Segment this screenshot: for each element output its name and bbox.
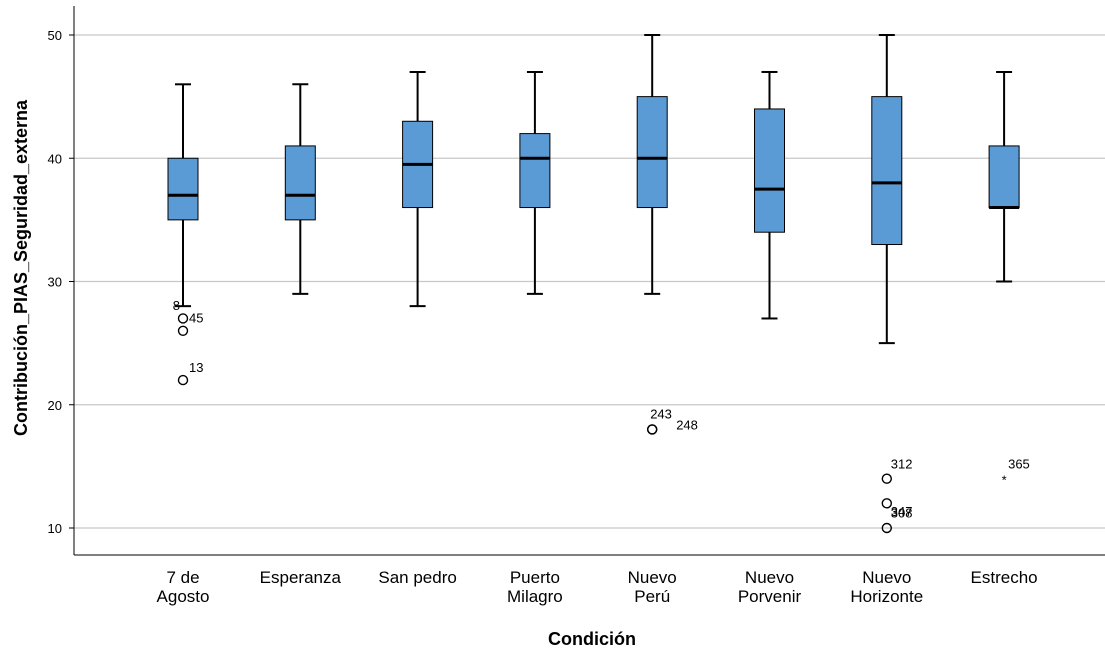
x-category-label: Nuevo	[628, 568, 677, 587]
outlier-point	[177, 325, 189, 336]
outlier-label: 365	[1008, 457, 1030, 472]
grid-lines	[74, 34, 1105, 529]
outlier-point	[881, 473, 892, 484]
box-group: 8 45 13	[167, 83, 203, 386]
x-category-label: Horizonte	[850, 587, 923, 606]
y-tick-label: 20	[48, 398, 62, 413]
box-iqr	[988, 145, 1020, 209]
outlier-point	[647, 424, 658, 435]
axes: 10 20 30 40 50	[48, 6, 1105, 556]
outlier-label: 248	[676, 417, 698, 432]
x-category-label: Porvenir	[738, 587, 802, 606]
x-axis-title: Condición	[548, 629, 636, 649]
y-axis-title: Contribución_PIAS_Seguridad_externa	[11, 99, 31, 436]
extreme-point: *	[1002, 473, 1007, 488]
box-iqr	[754, 108, 785, 233]
outlier-label: 347	[891, 504, 913, 519]
x-category-label: Puerto	[510, 568, 560, 587]
outlier-label: 312	[891, 457, 913, 472]
outlier-point	[881, 522, 892, 534]
outlier-label: 13	[189, 360, 203, 375]
outlier-label: 308	[891, 505, 913, 520]
y-tick-label: 50	[48, 28, 62, 43]
x-category-label: Milagro	[507, 587, 563, 606]
outlier-point	[881, 498, 892, 509]
x-category-label: Estrecho	[971, 568, 1038, 587]
box-group	[519, 70, 551, 295]
box-group	[284, 83, 316, 295]
box-iqr	[636, 96, 668, 209]
box-group	[754, 70, 785, 320]
outlier-point	[177, 313, 189, 324]
y-tick-label: 40	[48, 151, 62, 166]
y-tick-label: 10	[48, 521, 62, 536]
box-iqr	[519, 133, 551, 209]
x-category-label: Esperanza	[260, 568, 342, 587]
outlier-label: 243	[650, 406, 672, 421]
box-group: *365	[988, 70, 1030, 488]
x-category-label: Perú	[634, 587, 670, 606]
x-category-label: Agosto	[157, 587, 210, 606]
x-category-label: San pedro	[378, 568, 456, 587]
y-tick-label: 30	[48, 275, 62, 290]
x-category-label: Nuevo	[745, 568, 794, 587]
outlier-label: 8	[173, 298, 180, 313]
x-category-label: Nuevo	[862, 568, 911, 587]
box-group	[402, 70, 434, 308]
box-iqr	[284, 145, 316, 221]
box-group: 243 248	[636, 34, 698, 435]
box-iqr	[167, 157, 199, 221]
x-category-label: 7 de	[166, 568, 199, 587]
box-iqr	[871, 96, 903, 246]
outlier-point	[177, 374, 189, 386]
outlier-label: 45	[189, 310, 203, 325]
